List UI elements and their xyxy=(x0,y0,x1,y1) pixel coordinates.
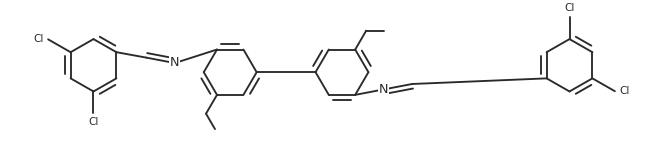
Text: Cl: Cl xyxy=(620,86,631,96)
Text: Cl: Cl xyxy=(88,117,99,127)
Text: Cl: Cl xyxy=(34,34,44,44)
Text: N: N xyxy=(170,56,180,69)
Text: Cl: Cl xyxy=(564,3,575,13)
Text: N: N xyxy=(379,83,389,96)
